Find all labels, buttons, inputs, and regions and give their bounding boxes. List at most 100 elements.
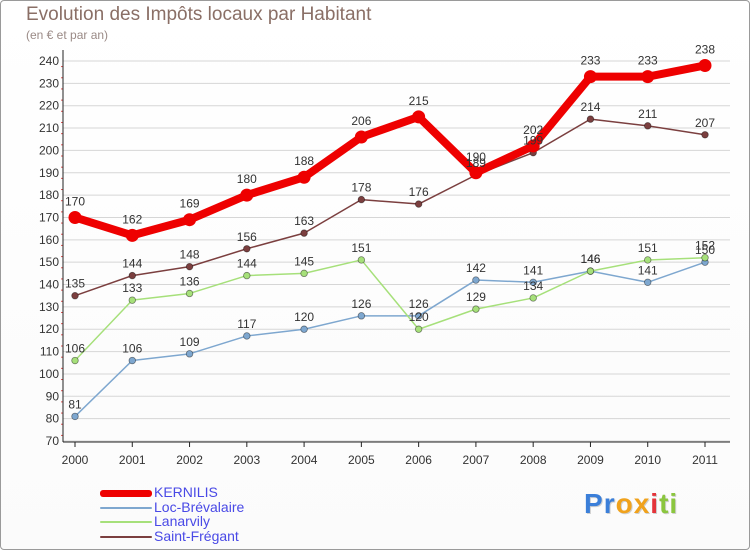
data-point xyxy=(586,115,595,123)
data-label: 206 xyxy=(351,114,371,128)
data-label: 148 xyxy=(180,248,200,262)
data-point xyxy=(128,356,136,365)
data-label: 144 xyxy=(122,257,142,271)
data-point xyxy=(357,256,366,264)
y-tick-label: 230 xyxy=(39,76,59,90)
data-label: 117 xyxy=(237,317,256,331)
data-label: 180 xyxy=(237,172,257,186)
data-label: 151 xyxy=(351,241,371,255)
data-label: 151 xyxy=(638,241,658,255)
data-point xyxy=(68,210,82,224)
data-label: 81 xyxy=(68,397,82,411)
data-label: 106 xyxy=(65,342,85,356)
x-tick-label: 2002 xyxy=(176,453,203,467)
data-point xyxy=(472,276,480,284)
y-tick-label: 100 xyxy=(39,367,59,381)
data-point xyxy=(71,412,79,421)
data-label: 135 xyxy=(65,277,85,291)
legend-label: Lanarvily xyxy=(154,513,211,529)
data-point xyxy=(414,200,423,208)
x-tick-label: 2003 xyxy=(233,453,260,467)
data-label: 144 xyxy=(237,257,257,271)
data-label: 233 xyxy=(580,54,600,68)
data-label: 129 xyxy=(466,290,486,304)
data-point xyxy=(243,332,251,340)
y-tick-label: 160 xyxy=(39,233,59,247)
series-line xyxy=(74,261,706,418)
brand-letter: i xyxy=(650,488,660,519)
data-point xyxy=(414,325,423,333)
brand-logo: Proxiti xyxy=(584,488,678,520)
data-point xyxy=(185,350,194,358)
x-tick-label: 2008 xyxy=(520,453,547,467)
data-point xyxy=(529,294,537,302)
brand-letter: o xyxy=(615,488,634,519)
data-label: 156 xyxy=(237,230,257,244)
data-label: 162 xyxy=(122,212,142,226)
data-point xyxy=(240,188,254,202)
data-point xyxy=(412,110,426,124)
x-tick-label: 2007 xyxy=(463,453,490,467)
data-point xyxy=(128,271,136,280)
data-label: 215 xyxy=(409,94,429,108)
data-point xyxy=(300,325,308,333)
data-label: 133 xyxy=(122,281,142,295)
data-label: 109 xyxy=(180,335,200,349)
y-tick-label: 170 xyxy=(39,210,59,224)
data-label: 170 xyxy=(65,194,85,208)
data-label: 188 xyxy=(294,154,314,168)
data-label: 163 xyxy=(294,214,314,228)
brand-letter: i xyxy=(669,488,679,519)
data-label: 136 xyxy=(180,274,200,288)
y-tick-label: 190 xyxy=(39,166,59,180)
data-point xyxy=(185,289,194,298)
y-tick-label: 210 xyxy=(39,121,59,135)
data-label: 142 xyxy=(466,261,486,275)
y-tick-label: 200 xyxy=(39,143,59,157)
data-label: 190 xyxy=(466,150,486,164)
data-point xyxy=(300,229,308,237)
data-label: 120 xyxy=(294,310,314,324)
series-line xyxy=(74,256,706,362)
data-point xyxy=(357,195,366,204)
data-label: 207 xyxy=(695,116,715,130)
legend-label: Loc-Brévalaire xyxy=(154,498,245,515)
x-tick-label: 2001 xyxy=(119,453,146,467)
data-label: 141 xyxy=(638,263,658,277)
data-point xyxy=(472,305,480,313)
data-point xyxy=(243,245,251,253)
data-label: 176 xyxy=(409,185,429,199)
data-point xyxy=(529,278,537,286)
chart-title: Evolution des Impôts locaux par Habitant xyxy=(26,4,372,25)
legend-swatch xyxy=(100,535,152,538)
legend-swatch xyxy=(100,490,152,497)
y-tick-label: 150 xyxy=(39,255,59,269)
y-tick-label: 130 xyxy=(39,300,59,314)
data-point xyxy=(71,292,79,300)
x-tick-label: 2004 xyxy=(291,453,318,467)
data-label: 141 xyxy=(523,263,543,277)
x-tick-label: 2010 xyxy=(634,453,661,467)
legend-label: Saint-Frégant xyxy=(154,527,239,544)
data-point xyxy=(71,356,79,365)
data-label: 134 xyxy=(523,279,543,293)
data-point xyxy=(300,269,308,278)
brand-letter: P xyxy=(584,488,604,519)
data-label: 106 xyxy=(122,342,142,356)
data-label: 146 xyxy=(580,252,600,266)
data-label: 146 xyxy=(580,252,600,266)
data-label: 150 xyxy=(695,243,715,257)
data-label: 233 xyxy=(638,54,658,68)
data-label: 126 xyxy=(351,297,371,311)
data-label: 199 xyxy=(523,134,543,148)
y-tick-label: 220 xyxy=(39,99,59,113)
x-tick-label: 2009 xyxy=(577,453,604,467)
x-tick-label: 2006 xyxy=(405,453,432,467)
data-point xyxy=(243,271,251,280)
brand-letter: x xyxy=(633,488,651,519)
data-point xyxy=(586,267,595,275)
data-point xyxy=(354,130,368,144)
data-point xyxy=(701,131,709,139)
data-label: 152 xyxy=(695,239,715,253)
